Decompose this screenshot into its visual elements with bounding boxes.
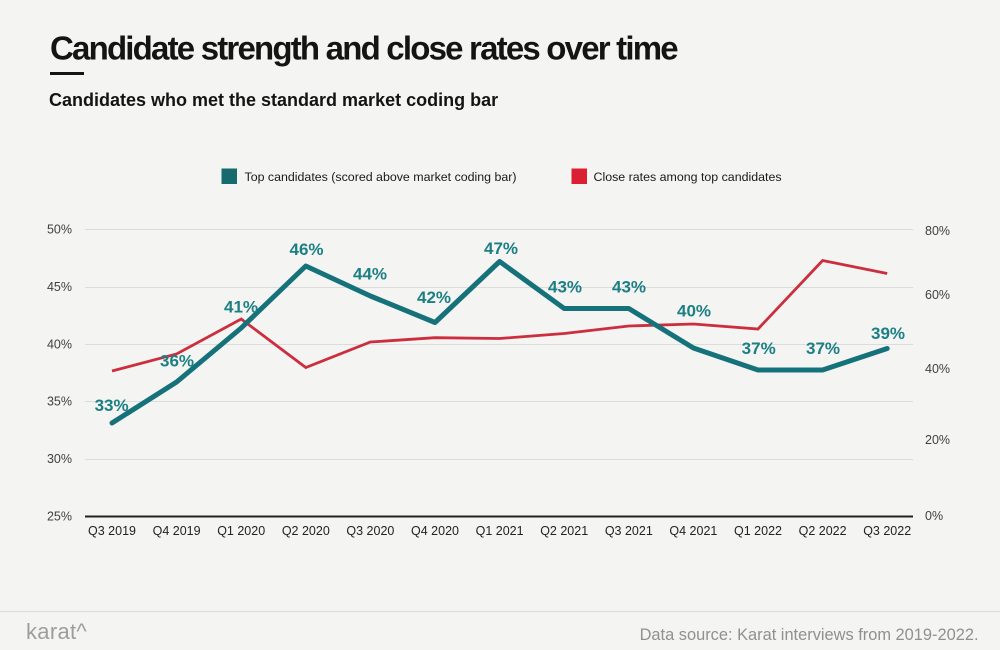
svg-text:karat^: karat^: [26, 619, 87, 644]
svg-text:Q1 2021: Q1 2021: [476, 524, 524, 538]
svg-text:46%: 46%: [289, 240, 323, 259]
svg-text:40%: 40%: [677, 302, 711, 321]
svg-text:39%: 39%: [871, 324, 905, 343]
svg-text:30%: 30%: [47, 452, 72, 466]
svg-text:Q2 2020: Q2 2020: [282, 524, 330, 538]
svg-text:Data source: Karat interviews: Data source: Karat interviews from 2019-…: [640, 626, 979, 644]
svg-text:Q3 2022: Q3 2022: [863, 524, 911, 538]
svg-text:Q4 2020: Q4 2020: [411, 524, 459, 538]
svg-text:20%: 20%: [925, 433, 950, 447]
svg-text:80%: 80%: [925, 224, 950, 238]
svg-text:40%: 40%: [47, 338, 72, 352]
svg-text:40%: 40%: [925, 362, 950, 376]
svg-text:43%: 43%: [612, 278, 646, 297]
svg-text:Q3 2020: Q3 2020: [346, 524, 394, 538]
svg-text:50%: 50%: [47, 223, 72, 237]
svg-text:45%: 45%: [47, 280, 72, 294]
svg-text:33%: 33%: [95, 396, 129, 415]
svg-text:Candidate strength and close r: Candidate strength and close rates over …: [50, 30, 678, 67]
svg-text:35%: 35%: [47, 395, 72, 409]
svg-text:Q1 2022: Q1 2022: [734, 524, 782, 538]
svg-text:43%: 43%: [548, 278, 582, 297]
svg-text:Q3 2021: Q3 2021: [605, 524, 653, 538]
svg-text:Q4 2019: Q4 2019: [153, 524, 201, 538]
svg-text:60%: 60%: [925, 288, 950, 302]
svg-text:Q4 2021: Q4 2021: [669, 524, 717, 538]
svg-text:37%: 37%: [742, 339, 776, 358]
svg-text:42%: 42%: [417, 288, 451, 307]
svg-text:Close rates among top candidat: Close rates among top candidates: [594, 170, 782, 184]
svg-text:Candidates who met the standar: Candidates who met the standard market c…: [49, 90, 498, 110]
svg-text:44%: 44%: [353, 265, 387, 284]
svg-text:41%: 41%: [224, 298, 258, 317]
svg-text:Q2 2022: Q2 2022: [799, 524, 847, 538]
svg-text:Q1 2020: Q1 2020: [217, 524, 265, 538]
svg-text:47%: 47%: [484, 239, 518, 258]
svg-text:Q2 2021: Q2 2021: [540, 524, 588, 538]
svg-text:Top candidates (scored above m: Top candidates (scored above market codi…: [245, 170, 517, 184]
svg-text:0%: 0%: [925, 509, 943, 523]
svg-text:25%: 25%: [47, 510, 72, 524]
svg-text:37%: 37%: [806, 339, 840, 358]
svg-text:36%: 36%: [160, 352, 194, 371]
svg-text:Q3 2019: Q3 2019: [88, 524, 136, 538]
